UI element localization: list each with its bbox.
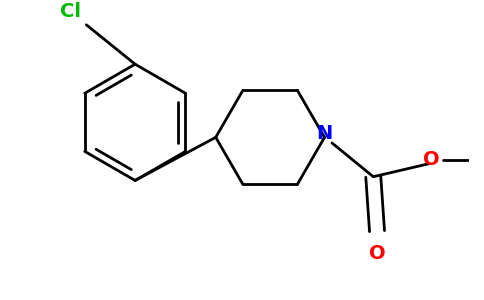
Text: O: O [369,244,385,263]
Text: N: N [317,124,333,143]
Text: Cl: Cl [60,2,81,21]
Text: O: O [423,150,440,169]
